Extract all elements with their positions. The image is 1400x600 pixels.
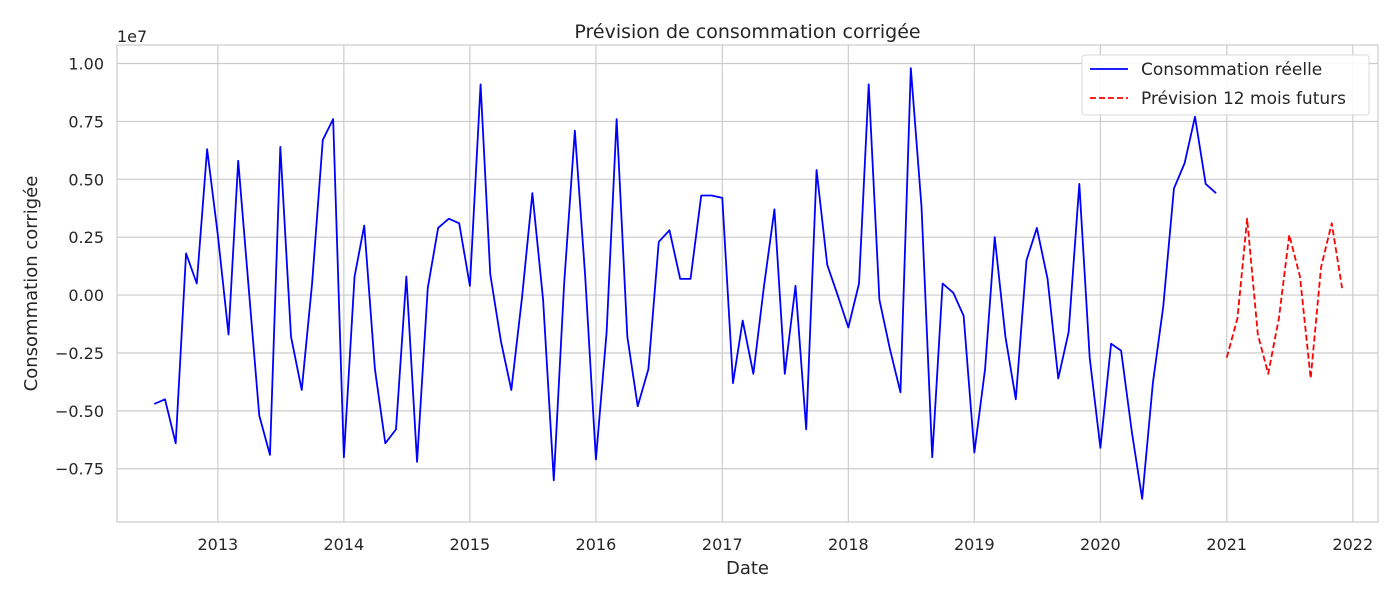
y-tick-label: 0.75	[68, 112, 104, 131]
y-axis-title: Consommation corrigée	[21, 176, 42, 392]
plot-frame	[116, 44, 1379, 523]
legend-label-prevision: Prévision 12 mois futurs	[1141, 89, 1346, 109]
legend-box	[1081, 54, 1370, 116]
y-tick-label: 0.25	[68, 228, 104, 247]
y-tick-label: 1.00	[68, 55, 104, 74]
x-tick-label: 2019	[954, 535, 995, 554]
x-tick-label: 2017	[702, 535, 743, 554]
x-axis-title: Date	[726, 558, 769, 579]
y-axis-scale-label: 1e7	[117, 27, 147, 46]
legend: Consommation réelle Prévision 12 mois fu…	[1081, 54, 1370, 116]
x-tick-label: 2018	[828, 535, 869, 554]
tick-labels: 2013 2014 2015 2016 2017 2018 2019 2020 2021 2022…	[55, 55, 1373, 554]
y-tick-label: −0.25	[55, 344, 104, 363]
y-tick-label: −0.50	[55, 402, 104, 421]
x-tick-label: 2022	[1332, 535, 1373, 554]
legend-label-consommation-reelle: Consommation réelle	[1141, 60, 1322, 80]
y-tick-label: 0.00	[68, 286, 104, 305]
x-tick-label: 2021	[1206, 535, 1247, 554]
y-tick-label: −0.75	[55, 460, 104, 479]
chart-title: Prévision de consommation corrigée	[574, 21, 920, 43]
series-layer	[153, 67, 1343, 500]
x-tick-label: 2016	[576, 535, 617, 554]
x-tick-label: 2020	[1080, 535, 1121, 554]
x-tick-label: 2015	[450, 535, 491, 554]
series-line-prevision	[1225, 217, 1343, 380]
grid-lines	[117, 45, 1378, 522]
x-tick-label: 2014	[323, 535, 364, 554]
series-line-consommation-reelle	[153, 67, 1217, 500]
x-tick-label: 2013	[197, 535, 238, 554]
y-tick-label: 0.50	[68, 170, 104, 189]
